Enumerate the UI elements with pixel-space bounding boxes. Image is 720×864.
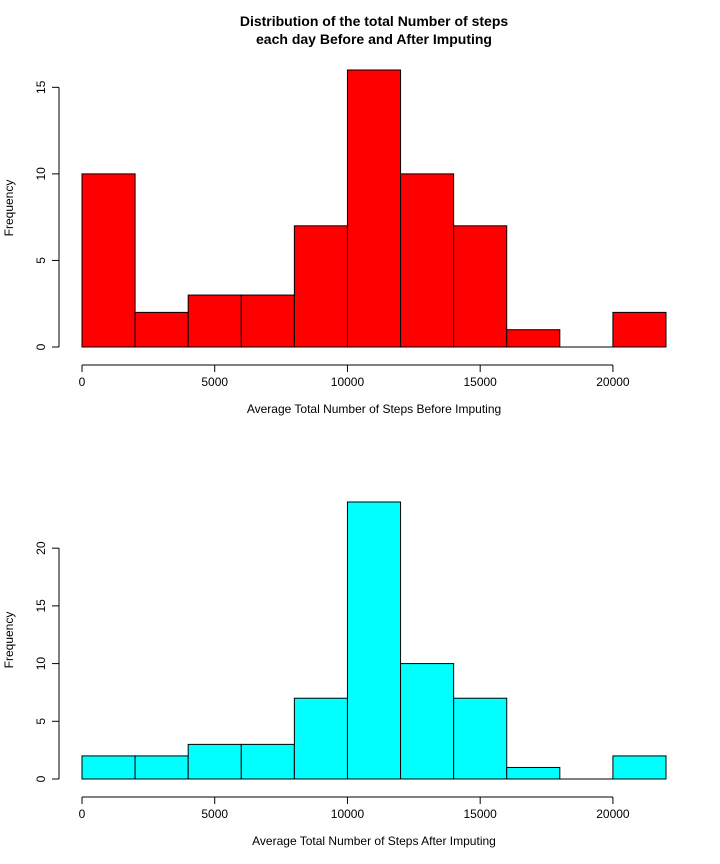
x-axis-after: 0 5000 10000 15000 20000: [79, 796, 630, 821]
x-tick-label-after: 15000: [463, 807, 497, 821]
x-tick-label-before: 20000: [596, 375, 630, 389]
chart-title-line-1: Distribution of the total Number of step…: [240, 13, 509, 29]
bar-before: [134, 311, 189, 348]
bar-before: [612, 311, 667, 348]
y-tick-label-before: 15: [34, 80, 48, 94]
y-tick-label-before: 5: [34, 257, 48, 264]
y-tick-label-before: 0: [34, 343, 48, 350]
y-tick-label-after: 0: [34, 775, 48, 782]
x-tick-label-before: 10000: [331, 375, 365, 389]
chart-title: Distribution of the total Number of step…: [240, 13, 509, 47]
bar-before: [187, 294, 242, 348]
bar-after: [453, 697, 508, 780]
bars-after: [81, 501, 667, 780]
bar-after: [346, 501, 402, 780]
x-axis-label-before: Average Total Number of Steps Before Imp…: [247, 402, 501, 416]
bar-before: [240, 294, 295, 348]
y-axis-before: 0 5 10 15: [34, 80, 60, 350]
chart-title-line-2: each day Before and After Imputing: [256, 31, 492, 47]
bar-before: [81, 173, 136, 348]
bar-after: [81, 755, 136, 780]
bar-after: [400, 663, 455, 780]
x-tick-label-after: 20000: [596, 807, 630, 821]
bar-before: [346, 69, 402, 348]
bar-after: [612, 755, 667, 780]
x-tick-label-after: 10000: [331, 807, 365, 821]
bar-before: [293, 225, 348, 348]
bar-after: [134, 755, 189, 780]
y-tick-label-before: 10: [34, 167, 48, 181]
x-tick-label-before: 5000: [201, 375, 228, 389]
x-tick-label-before: 0: [79, 375, 86, 389]
bar-after: [506, 766, 561, 780]
y-tick-label-after: 15: [34, 599, 48, 613]
x-axis-before: 0 5000 10000 15000 20000: [79, 364, 630, 389]
bar-after: [240, 743, 295, 780]
y-tick-label-after: 5: [34, 718, 48, 725]
x-tick-label-after: 5000: [201, 807, 228, 821]
histogram-after-imputing: 0 5 10 15 20 0 5000 10000 15000 20000 Average To…: [2, 501, 667, 848]
bar-before: [453, 225, 508, 348]
bar-after: [293, 697, 348, 780]
y-tick-label-after: 10: [34, 657, 48, 671]
x-axis-label-after: Average Total Number of Steps After Impu…: [252, 834, 496, 848]
x-tick-label-before: 15000: [463, 375, 497, 389]
y-tick-label-after: 20: [34, 541, 48, 555]
bars-before: [81, 69, 667, 348]
y-axis-after: 0 5 10 15 20: [34, 541, 60, 782]
y-axis-label-before: Frequency: [2, 180, 16, 237]
histogram-before-imputing: 0 5 10 15 0 5000 10000 15000 20000 Average Tota…: [2, 69, 667, 416]
y-axis-label-after: Frequency: [2, 612, 16, 669]
bar-before: [506, 329, 561, 348]
x-tick-label-after: 0: [79, 807, 86, 821]
bar-before: [400, 173, 455, 348]
bar-after: [187, 743, 242, 780]
